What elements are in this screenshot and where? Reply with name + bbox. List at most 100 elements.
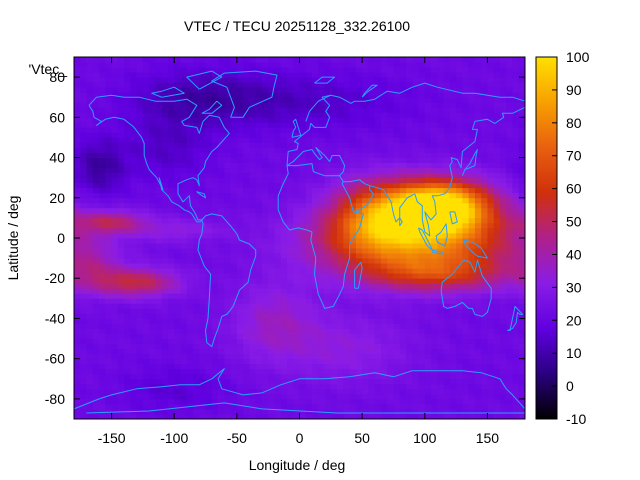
heatmap-cell: [174, 323, 181, 329]
heatmap-cell: [362, 413, 369, 420]
heatmap-cell: [305, 207, 313, 214]
heatmap-cell: [487, 378, 495, 385]
heatmap-cell: [468, 102, 476, 108]
heatmap-cell: [518, 202, 526, 209]
heatmap-cell: [349, 227, 357, 234]
heatmap-cell: [80, 243, 87, 249]
heatmap-cell: [374, 147, 382, 153]
heatmap-cell: [124, 102, 131, 108]
heatmap-cell: [387, 288, 394, 294]
heatmap-cell: [424, 182, 432, 189]
heatmap-cell: [161, 187, 169, 194]
heatmap-cell: [443, 167, 451, 174]
heatmap-cell: [449, 358, 457, 365]
heatmap-cell: [280, 172, 288, 179]
heatmap-cell: [343, 167, 351, 174]
heatmap-cell: [374, 157, 382, 163]
heatmap-cell: [92, 67, 100, 73]
heatmap-cell: [286, 323, 294, 329]
heatmap-cell: [324, 132, 332, 138]
heatmap-cell: [149, 343, 156, 350]
heatmap-cell: [136, 192, 144, 199]
heatmap-cell: [393, 77, 401, 83]
heatmap-cell: [218, 338, 225, 344]
heatmap-cell: [512, 157, 520, 163]
heatmap-cell: [474, 217, 482, 224]
heatmap-cell: [149, 142, 156, 148]
heatmap-cell: [462, 132, 470, 138]
heatmap-cell: [443, 313, 451, 319]
heatmap-cell: [368, 142, 376, 148]
heatmap-cell: [105, 212, 112, 219]
heatmap-cell: [155, 187, 163, 194]
heatmap-cell: [512, 102, 520, 108]
heatmap-cell: [268, 273, 275, 279]
heatmap-cell: [499, 283, 507, 289]
heatmap-cell: [92, 328, 100, 334]
heatmap-cell: [380, 313, 388, 319]
heatmap-cell: [268, 227, 275, 234]
heatmap-cell: [92, 127, 100, 133]
heatmap-cell: [280, 383, 288, 390]
heatmap-cell: [431, 107, 438, 113]
heatmap-cell: [343, 132, 351, 138]
heatmap-cell: [155, 333, 163, 339]
heatmap-cell: [468, 202, 476, 209]
heatmap-cell: [111, 157, 119, 163]
heatmap-cell: [280, 343, 288, 350]
heatmap-cell: [487, 222, 495, 229]
heatmap-cell: [355, 217, 363, 224]
heatmap-cell: [318, 82, 325, 88]
heatmap-cell: [405, 102, 413, 108]
heatmap-cell: [474, 112, 482, 118]
heatmap-cell: [167, 112, 175, 118]
heatmap-cell: [330, 258, 338, 264]
heatmap-cell: [399, 152, 407, 158]
heatmap-cell: [305, 318, 313, 324]
heatmap-cell: [499, 378, 507, 385]
heatmap-cell: [330, 278, 338, 284]
heatmap-cell: [155, 132, 163, 138]
heatmap-cell: [506, 273, 513, 279]
heatmap-cell: [412, 258, 419, 264]
heatmap-cell: [80, 393, 87, 400]
heatmap-cell: [493, 97, 501, 103]
heatmap-cell: [268, 82, 275, 88]
heatmap-cell: [349, 303, 357, 309]
heatmap-cell: [418, 388, 426, 395]
heatmap-cell: [86, 353, 94, 360]
heatmap-cell: [499, 197, 507, 204]
heatmap-cell: [374, 117, 382, 123]
heatmap-cell: [243, 212, 250, 219]
heatmap-cell: [318, 167, 325, 174]
heatmap-cell: [337, 132, 344, 138]
heatmap-cell: [268, 323, 275, 329]
heatmap-cell: [456, 393, 463, 400]
heatmap-cell: [249, 227, 257, 234]
heatmap-cell: [412, 393, 419, 400]
heatmap-cell: [92, 117, 100, 123]
heatmap-cell: [512, 408, 520, 415]
heatmap-cell: [274, 137, 282, 143]
heatmap-cell: [512, 313, 520, 319]
heatmap-cell: [312, 192, 319, 199]
heatmap-cell: [456, 348, 463, 355]
heatmap-cell: [368, 413, 376, 420]
heatmap-cell: [130, 132, 138, 138]
heatmap-cell: [412, 323, 419, 329]
heatmap-cell: [280, 207, 288, 214]
heatmap-cell: [474, 278, 482, 284]
heatmap-cell: [343, 112, 351, 118]
heatmap-cell: [243, 77, 250, 83]
heatmap-cell: [405, 333, 413, 339]
heatmap-cell: [362, 288, 369, 294]
heatmap-cell: [349, 172, 357, 179]
heatmap-cell: [99, 358, 106, 365]
heatmap-cell: [299, 238, 307, 244]
heatmap-cell: [418, 112, 426, 118]
heatmap-cell: [186, 378, 194, 385]
heatmap-cell: [80, 338, 87, 344]
heatmap-cell: [499, 328, 507, 334]
heatmap-cell: [80, 318, 87, 324]
heatmap-cell: [224, 278, 231, 284]
